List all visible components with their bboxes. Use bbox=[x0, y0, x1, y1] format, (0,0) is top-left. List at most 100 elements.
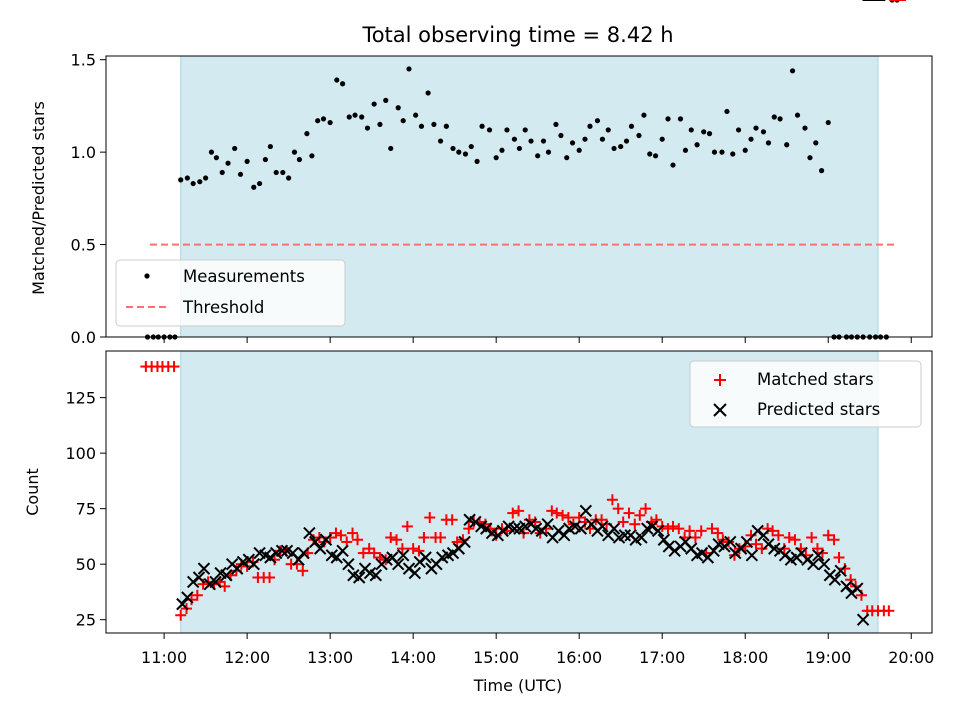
matched-star-point bbox=[883, 605, 895, 617]
matched-star-point bbox=[490, 529, 502, 541]
measurement-point bbox=[339, 81, 346, 87]
measurement-point bbox=[395, 105, 401, 111]
measurement-point bbox=[522, 127, 528, 133]
measurement-point bbox=[232, 145, 238, 152]
predicted-star-point bbox=[635, 531, 648, 544]
matched-star-point bbox=[335, 529, 347, 541]
measurement-point bbox=[753, 125, 759, 131]
predicted-star-point bbox=[856, 613, 870, 626]
measurement-point bbox=[383, 97, 389, 103]
measurement-point bbox=[813, 140, 819, 146]
count-y-tick-label: 25 bbox=[76, 611, 96, 630]
matched-star-point bbox=[684, 525, 696, 537]
measurement-point bbox=[304, 131, 310, 137]
matched-star-point bbox=[789, 534, 801, 546]
predicted-star-point bbox=[181, 591, 194, 604]
predicted-star-point bbox=[303, 526, 316, 540]
measurement-point bbox=[569, 140, 576, 146]
measurement-point bbox=[564, 155, 570, 161]
measurement-point bbox=[267, 143, 273, 150]
matched-star-point bbox=[546, 505, 558, 517]
measurement-point bbox=[474, 158, 480, 164]
measurement-point bbox=[605, 127, 611, 133]
matched-star-point bbox=[839, 563, 851, 575]
measurement-point bbox=[719, 149, 725, 155]
predicted-star-point bbox=[192, 571, 206, 584]
predicted-star-point bbox=[812, 549, 825, 562]
matched-star-point bbox=[612, 503, 624, 515]
measurement-point bbox=[735, 127, 742, 133]
ratio-panel: 0.0 0.5 1.0 1.5 Matched/Predicted stars Mea… bbox=[29, 0, 933, 347]
matched-star-point bbox=[822, 529, 834, 541]
measurement-point bbox=[825, 119, 831, 126]
measurement-point bbox=[286, 175, 292, 181]
measurement-point bbox=[665, 116, 671, 122]
predicted-star-point bbox=[574, 522, 588, 535]
measurement-point bbox=[647, 151, 653, 157]
measurement-point bbox=[641, 112, 647, 118]
count-y-axis-label: Count bbox=[23, 468, 42, 516]
matched-star-point bbox=[828, 534, 840, 546]
measurement-point bbox=[742, 147, 748, 153]
predicted-star-point bbox=[292, 553, 305, 566]
predicted-star-point bbox=[607, 522, 621, 535]
predicted-star-point bbox=[396, 549, 410, 562]
x-tick-label: 19:00 bbox=[805, 648, 851, 667]
predicted-star-point bbox=[745, 549, 759, 562]
matched-star-point bbox=[368, 547, 380, 559]
measurement-point bbox=[208, 149, 215, 155]
predicted-star-point bbox=[618, 529, 632, 542]
measurement-point bbox=[346, 114, 352, 120]
measurement-point bbox=[213, 155, 220, 161]
matched-star-point bbox=[463, 523, 475, 535]
predicted-star-point bbox=[408, 566, 422, 580]
measurement-point bbox=[462, 151, 469, 157]
predicted-star-point bbox=[828, 573, 842, 586]
matched-star-point bbox=[772, 529, 784, 541]
matched-star-point bbox=[623, 507, 635, 519]
measurement-point bbox=[594, 118, 601, 124]
predicted-star-point bbox=[851, 582, 864, 595]
measurement-point bbox=[309, 153, 315, 159]
measurement-point bbox=[371, 101, 377, 107]
predicted-star-point bbox=[740, 535, 754, 549]
predicted-star-point bbox=[319, 533, 333, 546]
predicted-star-point bbox=[596, 520, 609, 533]
matched-star-point bbox=[168, 361, 180, 373]
chart-title: Total observing time = 8.42 h bbox=[361, 23, 673, 47]
measurement-point bbox=[273, 169, 279, 176]
measurement-point bbox=[431, 121, 437, 128]
measurement-point bbox=[450, 145, 456, 152]
matched-star-point bbox=[617, 516, 629, 528]
predicted-star-point bbox=[392, 557, 405, 571]
matched-star-point bbox=[778, 543, 790, 555]
matched-star-point bbox=[297, 565, 309, 577]
legend-matched-label: Matched stars bbox=[757, 370, 874, 389]
measurement-point bbox=[694, 142, 700, 148]
x-tick-label: 13:00 bbox=[307, 648, 353, 667]
measurement-point bbox=[706, 131, 713, 137]
matched-star-point bbox=[712, 527, 724, 539]
matched-star-point bbox=[413, 545, 425, 557]
ratio-y-axis-label: Matched/Predicted stars bbox=[29, 101, 48, 295]
measurement-point bbox=[659, 136, 665, 142]
measurement-point bbox=[486, 127, 493, 133]
measurement-point bbox=[244, 158, 250, 164]
matched-star-point bbox=[191, 589, 203, 601]
matched-star-point bbox=[529, 516, 541, 528]
measurement-point bbox=[296, 156, 303, 163]
matched-star-point bbox=[695, 525, 707, 537]
matched-star-point bbox=[806, 532, 818, 544]
measurement-point bbox=[388, 145, 394, 152]
measurement-point bbox=[493, 155, 499, 161]
measurement-point bbox=[784, 142, 790, 148]
measurement-point bbox=[280, 169, 286, 176]
ratio-legend-box bbox=[115, 259, 346, 327]
matched-star-point bbox=[324, 532, 336, 544]
predicted-star-point bbox=[724, 535, 737, 549]
legend-measurements-label: Measurements bbox=[183, 267, 305, 286]
measurement-point bbox=[528, 138, 534, 144]
predicted-star-point bbox=[308, 535, 322, 549]
measurement-point bbox=[618, 143, 624, 150]
matched-star-point bbox=[551, 507, 563, 519]
